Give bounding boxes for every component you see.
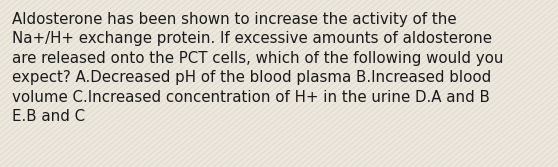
Text: Aldosterone has been shown to increase the activity of the
Na+/H+ exchange prote: Aldosterone has been shown to increase t… [12,12,504,124]
